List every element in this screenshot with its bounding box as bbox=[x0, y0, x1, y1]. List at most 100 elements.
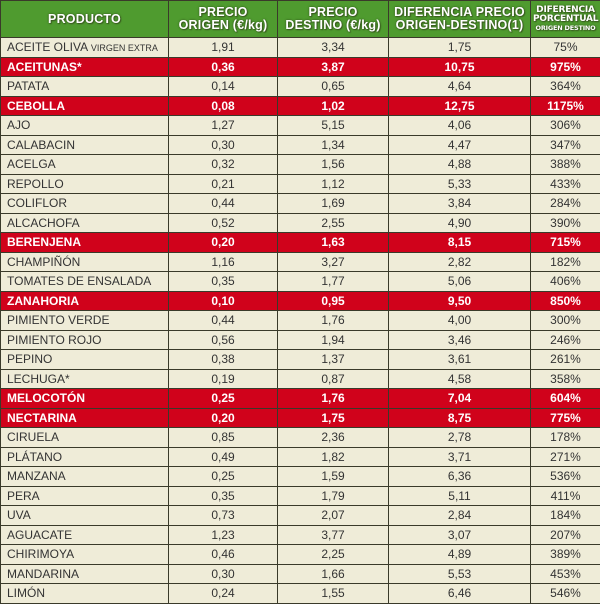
cell-porcentual: 433% bbox=[531, 174, 600, 194]
producto-name: CHIRIMOYA bbox=[7, 547, 74, 561]
cell-diferencia: 9,50 bbox=[389, 291, 531, 311]
producto-name: MANDARINA bbox=[7, 567, 79, 581]
cell-porcentual: 1175% bbox=[531, 96, 600, 116]
cell-precio-origen: 0,56 bbox=[169, 330, 278, 350]
cell-producto: LECHUGA* bbox=[1, 369, 169, 389]
producto-name: PIMIENTO VERDE bbox=[7, 313, 109, 327]
cell-porcentual: 184% bbox=[531, 506, 600, 526]
cell-producto: PATATA bbox=[1, 77, 169, 97]
header-line: PRECIO bbox=[198, 5, 247, 19]
cell-porcentual: 975% bbox=[531, 57, 600, 77]
producto-name: AGUACATE bbox=[7, 528, 72, 542]
producto-name: NECTARINA bbox=[7, 411, 77, 425]
producto-name: REPOLLO bbox=[7, 177, 64, 191]
cell-porcentual: 364% bbox=[531, 77, 600, 97]
cell-precio-destino: 5,15 bbox=[278, 116, 389, 136]
cell-diferencia: 4,00 bbox=[389, 311, 531, 331]
cell-porcentual: 347% bbox=[531, 135, 600, 155]
cell-producto: LIMÓN bbox=[1, 584, 169, 604]
cell-precio-origen: 0,85 bbox=[169, 428, 278, 448]
cell-producto: PIMIENTO ROJO bbox=[1, 330, 169, 350]
cell-diferencia: 8,75 bbox=[389, 408, 531, 428]
cell-diferencia: 5,06 bbox=[389, 272, 531, 292]
cell-producto: MELOCOTÓN bbox=[1, 389, 169, 409]
producto-name: MANZANA bbox=[7, 469, 66, 483]
header-line: PORCENTUAL bbox=[533, 14, 598, 24]
cell-porcentual: 271% bbox=[531, 447, 600, 467]
cell-diferencia: 2,78 bbox=[389, 428, 531, 448]
header-line: ORIGEN DESTINO bbox=[533, 24, 598, 32]
cell-diferencia: 4,58 bbox=[389, 369, 531, 389]
cell-precio-origen: 0,10 bbox=[169, 291, 278, 311]
cell-precio-origen: 0,20 bbox=[169, 408, 278, 428]
cell-precio-origen: 1,16 bbox=[169, 252, 278, 272]
producto-name: CEBOLLA bbox=[7, 99, 65, 113]
cell-precio-destino: 1,66 bbox=[278, 564, 389, 584]
cell-porcentual: 358% bbox=[531, 369, 600, 389]
cell-porcentual: 388% bbox=[531, 155, 600, 175]
cell-precio-destino: 0,65 bbox=[278, 77, 389, 97]
header-producto: PRODUCTO bbox=[1, 1, 169, 38]
cell-producto: MANZANA bbox=[1, 467, 169, 487]
cell-precio-destino: 1,55 bbox=[278, 584, 389, 604]
producto-name: CALABACIN bbox=[7, 138, 75, 152]
cell-diferencia: 4,89 bbox=[389, 545, 531, 565]
producto-name: UVA bbox=[7, 508, 31, 522]
cell-precio-destino: 1,59 bbox=[278, 467, 389, 487]
cell-precio-destino: 0,87 bbox=[278, 369, 389, 389]
cell-precio-origen: 0,08 bbox=[169, 96, 278, 116]
cell-diferencia: 4,64 bbox=[389, 77, 531, 97]
cell-precio-origen: 0,30 bbox=[169, 135, 278, 155]
cell-precio-origen: 1,91 bbox=[169, 38, 278, 58]
cell-diferencia: 3,71 bbox=[389, 447, 531, 467]
cell-porcentual: 300% bbox=[531, 311, 600, 331]
cell-precio-origen: 0,35 bbox=[169, 272, 278, 292]
cell-precio-destino: 3,34 bbox=[278, 38, 389, 58]
producto-name: BERENJENA bbox=[7, 235, 81, 249]
cell-diferencia: 3,61 bbox=[389, 350, 531, 370]
cell-porcentual: 389% bbox=[531, 545, 600, 565]
cell-porcentual: 390% bbox=[531, 213, 600, 233]
cell-producto: MANDARINA bbox=[1, 564, 169, 584]
cell-precio-destino: 1,82 bbox=[278, 447, 389, 467]
cell-precio-origen: 0,38 bbox=[169, 350, 278, 370]
cell-precio-origen: 0,35 bbox=[169, 486, 278, 506]
cell-precio-origen: 0,32 bbox=[169, 155, 278, 175]
cell-precio-destino: 1,37 bbox=[278, 350, 389, 370]
cell-precio-origen: 0,52 bbox=[169, 213, 278, 233]
cell-porcentual: 178% bbox=[531, 428, 600, 448]
producto-name: TOMATES DE ENSALADA bbox=[7, 274, 151, 288]
cell-precio-destino: 1,63 bbox=[278, 233, 389, 253]
cell-producto: COLIFLOR bbox=[1, 194, 169, 214]
cell-diferencia: 5,33 bbox=[389, 174, 531, 194]
cell-diferencia: 12,75 bbox=[389, 96, 531, 116]
cell-producto: ALCACHOFA bbox=[1, 213, 169, 233]
cell-precio-destino: 2,25 bbox=[278, 545, 389, 565]
cell-porcentual: 406% bbox=[531, 272, 600, 292]
cell-porcentual: 75% bbox=[531, 38, 600, 58]
cell-porcentual: 604% bbox=[531, 389, 600, 409]
cell-diferencia: 7,04 bbox=[389, 389, 531, 409]
cell-precio-destino: 1,02 bbox=[278, 96, 389, 116]
